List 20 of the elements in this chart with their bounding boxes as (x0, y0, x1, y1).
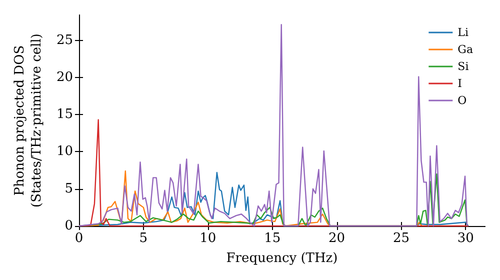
legend-label: I (458, 77, 462, 90)
y-tick-label: 20 (56, 70, 73, 85)
legend-label: Li (458, 26, 469, 39)
x-tick-label: 30 (457, 231, 474, 246)
x-tick-label: 20 (328, 231, 346, 246)
y-tick-label: 0 (64, 218, 73, 234)
y-tick-label: 5 (64, 181, 73, 196)
x-tick-label: 15 (264, 231, 281, 246)
x-tick-label: 10 (200, 231, 216, 246)
x-tick-label: 5 (139, 231, 148, 246)
legend-label: Si (458, 60, 470, 73)
x-axis-title: Frequency (THz) (226, 251, 338, 266)
y-axis-title: Phonon projected DOS (States/THz·primitive cell) (12, 33, 45, 208)
y-tick-label: 25 (56, 32, 73, 48)
legend-label: Ga (458, 43, 474, 56)
x-tick-label: 0 (74, 231, 84, 246)
x-tick-label: 25 (392, 231, 410, 246)
legend-label: O (458, 94, 467, 107)
y-tick-label: 15 (56, 107, 73, 122)
y-tick-label: 10 (56, 144, 73, 160)
